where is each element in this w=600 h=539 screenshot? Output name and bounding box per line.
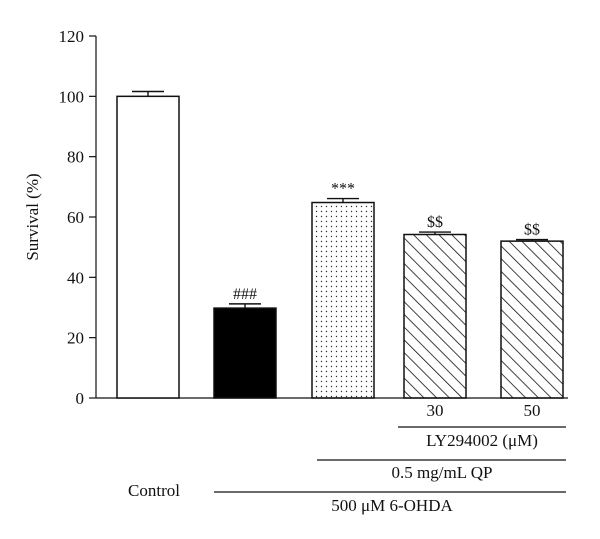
y-tick-label: 100 (59, 87, 85, 106)
ly-dose-label-50: 50 (524, 401, 541, 420)
y-tick-label: 80 (67, 148, 84, 167)
ly-dose-label-30: 30 (427, 401, 444, 420)
y-axis: 0 20 40 60 80 100 120 Survival (%) (23, 27, 97, 408)
y-tick-label: 0 (76, 389, 85, 408)
significance-label: $$ (427, 214, 443, 231)
control-label: Control (128, 481, 180, 500)
ly-label: LY294002 (μM) (426, 431, 538, 450)
bar (213, 307, 277, 399)
qp-label: 0.5 mg/mL QP (392, 463, 493, 482)
y-tick-label: 120 (59, 27, 85, 46)
y-tick-label: 60 (67, 208, 84, 227)
y-axis-label: Survival (%) (23, 173, 42, 260)
bar (116, 95, 180, 399)
bar (311, 201, 375, 399)
y-ticks: 0 20 40 60 80 100 120 (59, 27, 96, 408)
bar (500, 240, 564, 399)
significance-label: ### (233, 286, 257, 303)
y-tick-label: 40 (67, 268, 84, 287)
y-tick-label: 20 (67, 329, 84, 348)
ohda-label: 500 μM 6-OHDA (331, 496, 453, 515)
x-group-labels: 30 50 LY294002 (μM) 0.5 mg/mL QP Control… (128, 401, 566, 515)
bars: ### *** $$ $$ (116, 90, 564, 399)
bar (403, 233, 467, 399)
significance-label: *** (331, 181, 355, 198)
significance-label: $$ (524, 222, 540, 239)
